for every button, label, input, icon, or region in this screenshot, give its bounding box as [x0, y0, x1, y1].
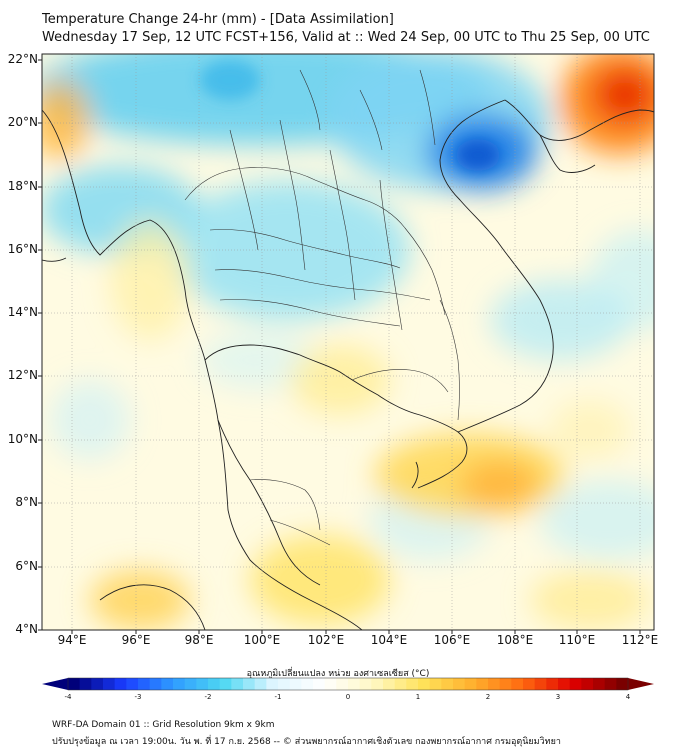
colorbar-segment [208, 678, 221, 690]
colorbar-tick: 4 [625, 693, 631, 701]
lat-label: 16°N [7, 242, 38, 256]
map-subtitle: Wednesday 17 Sep, 12 UTC FCST+156, Valid… [42, 30, 650, 45]
lat-label: 22°N [7, 52, 38, 66]
axis-ticks [38, 59, 641, 634]
temperature-change-map [38, 53, 655, 634]
colorbar-segment [336, 678, 349, 690]
lon-label: 112°E [621, 633, 659, 647]
colorbar-segment [114, 678, 127, 690]
colorbar-segment [546, 678, 559, 690]
lat-label: 10°N [7, 432, 38, 446]
colorbar-segment [464, 678, 477, 690]
map-title: Temperature Change 24-hr (mm) - [Data As… [42, 12, 394, 27]
colorbar-segment [126, 678, 139, 690]
colorbar-segment [161, 678, 174, 690]
lon-label: 98°E [184, 633, 214, 647]
colorbar-segment [488, 678, 501, 690]
lat-label: 12°N [7, 368, 38, 382]
colorbar-segment [243, 678, 256, 690]
lon-label: 108°E [496, 633, 534, 647]
colorbar-tick: -1 [274, 693, 282, 701]
colorbar-tick: 1 [415, 693, 421, 701]
colorbar-segment [511, 678, 524, 690]
coastline [42, 99, 654, 630]
lat-label: 14°N [7, 305, 38, 319]
lon-label: 96°E [121, 633, 151, 647]
colorbar-segment [138, 678, 151, 690]
colorbar-segment [149, 678, 162, 690]
colorbar-segment [383, 678, 396, 690]
colorbar-segment [79, 678, 92, 690]
lon-label: 94°E [57, 633, 87, 647]
colorbar-segment [406, 678, 419, 690]
colorbar-segment [371, 678, 384, 690]
colorbar-tick: -2 [204, 693, 212, 701]
colorbar-segment [499, 678, 512, 690]
colorbar-segment [103, 678, 116, 690]
colorbar-segment [313, 678, 326, 690]
lat-label: 8°N [15, 495, 38, 509]
temperature-field [42, 54, 654, 630]
map-frame [41, 53, 655, 631]
colorbar-segment [359, 678, 372, 690]
colorbar-segment [173, 678, 186, 690]
colorbar-min-arrow [42, 678, 68, 690]
colorbar-segment [266, 678, 279, 690]
colorbar-segment [91, 678, 104, 690]
colorbar-segment [476, 678, 489, 690]
colorbar-tick: 3 [555, 693, 561, 701]
footer-credit: ปรับปรุงข้อมูล ณ เวลา 19:00น. วัน พ. ที่… [52, 737, 561, 747]
colorbar-segment [418, 678, 431, 690]
graticule [42, 54, 654, 630]
lon-label: 100°E [243, 633, 281, 647]
lon-label: 110°E [558, 633, 596, 647]
colorbar-segment [534, 678, 547, 690]
colorbar-segment [581, 678, 594, 690]
footer-domain-info: WRF-DA Domain 01 :: Grid Resolution 9km … [52, 720, 275, 730]
lat-label: 6°N [15, 559, 38, 573]
colorbar-max-arrow [628, 678, 654, 690]
lon-label: 102°E [307, 633, 345, 647]
colorbar-segment [558, 678, 571, 690]
colorbar-segment [593, 678, 606, 690]
colorbar-segment [289, 678, 302, 690]
colorbar-tick: 0 [345, 693, 351, 701]
colorbar-segment [523, 678, 536, 690]
colorbar-segment [301, 678, 314, 690]
colorbar-segment [68, 678, 81, 690]
colorbar-segment [394, 678, 407, 690]
colorbar-segment [231, 678, 244, 690]
colorbar-frame [67, 677, 629, 691]
lat-label: 20°N [7, 115, 38, 129]
lat-label: 18°N [7, 179, 38, 193]
lon-label: 106°E [433, 633, 471, 647]
admin-borders [184, 69, 460, 546]
colorbar-segment [429, 678, 442, 690]
lon-label: 104°E [370, 633, 408, 647]
lat-label: 4°N [15, 622, 38, 636]
colorbar [42, 677, 654, 691]
colorbar-segment [196, 678, 209, 690]
colorbar-tick: 2 [485, 693, 491, 701]
colorbar-segment [441, 678, 454, 690]
colorbar-segment [348, 678, 361, 690]
colorbar-segment [254, 678, 267, 690]
colorbar-segment [569, 678, 582, 690]
colorbar-segment [453, 678, 466, 690]
colorbar-segment [278, 678, 291, 690]
colorbar-segment [219, 678, 232, 690]
colorbar-segment [184, 678, 197, 690]
colorbar-tick: -3 [134, 693, 142, 701]
colorbar-segment [616, 678, 629, 690]
colorbar-tick: -4 [64, 693, 72, 701]
colorbar-segment [604, 678, 617, 690]
colorbar-segment [324, 678, 337, 690]
colorbar-label: อุณหภูมิเปลี่ยนแปลง หน่วย องศาเซลเซียส (… [246, 669, 430, 679]
